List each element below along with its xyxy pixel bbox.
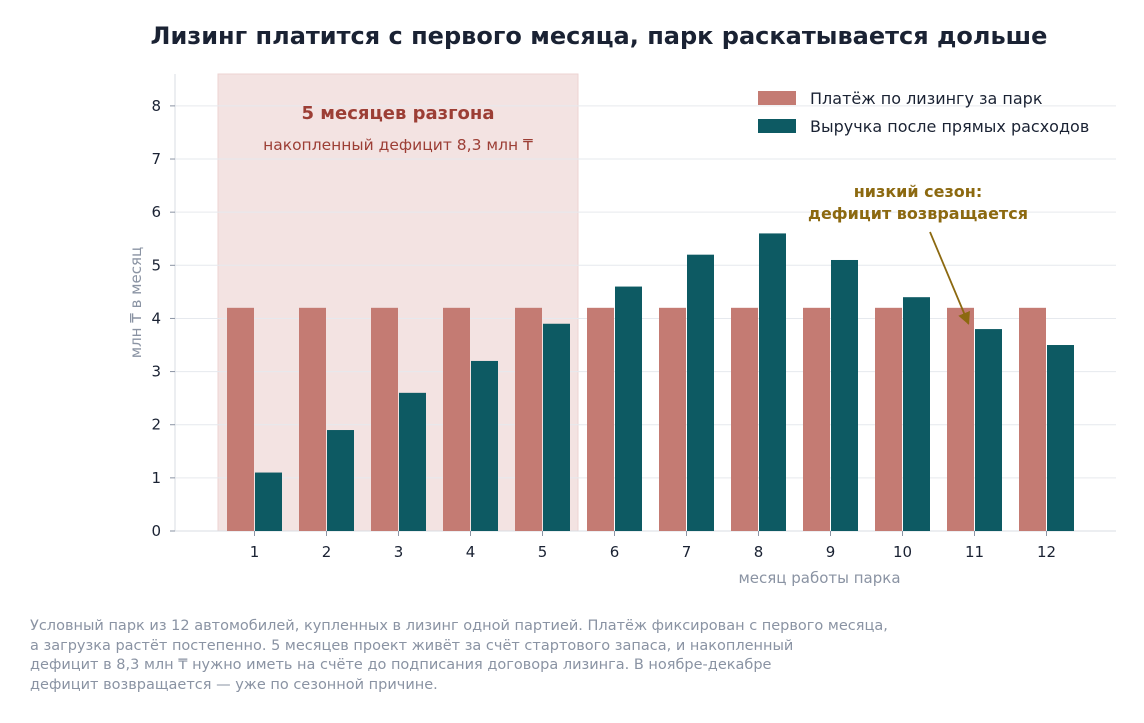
y-tick-label: 6	[151, 203, 161, 221]
annotation-line-2: дефицит возвращается	[808, 204, 1028, 223]
y-tick-label: 1	[151, 469, 161, 487]
bar-lease-payment	[803, 307, 830, 531]
footnote: Условный парк из 12 автомобилей, купленн…	[30, 617, 930, 695]
footnote-line: дефицит в 8,3 млн ₸ нужно иметь на счёте…	[30, 657, 772, 673]
chart-title: Лизинг платится с первого месяца, парк р…	[150, 22, 1048, 50]
bar-lease-payment	[875, 307, 902, 531]
x-tick-label: 2	[322, 543, 332, 561]
x-tick-label: 6	[610, 543, 620, 561]
bar-revenue	[399, 392, 426, 531]
highlight-title: 5 месяцев разгона	[302, 103, 495, 124]
y-tick-label: 7	[151, 150, 161, 168]
bar-revenue	[975, 329, 1002, 531]
bar-lease-payment	[659, 307, 686, 531]
x-tick-label: 9	[826, 543, 836, 561]
bar-lease-payment	[1019, 307, 1046, 531]
bar-lease-payment	[443, 307, 470, 531]
bar-revenue	[543, 323, 570, 531]
bar-lease-payment	[227, 307, 254, 531]
x-axis-title: месяц работы парка	[738, 569, 900, 587]
bar-lease-payment	[515, 307, 542, 531]
x-tick-label: 5	[538, 543, 548, 561]
annotation-arrow	[929, 231, 970, 325]
footnote-line: Условный парк из 12 автомобилей, купленн…	[30, 618, 888, 634]
x-tick-label: 1	[250, 543, 260, 561]
x-tick-label: 4	[466, 543, 476, 561]
x-tick-label: 11	[965, 543, 984, 561]
y-tick-label: 2	[151, 416, 161, 434]
legend-swatch	[758, 119, 796, 133]
y-tick-label: 4	[151, 309, 161, 327]
bar-revenue	[1047, 345, 1074, 531]
y-tick-label: 3	[151, 363, 161, 381]
bar-lease-payment	[299, 307, 326, 531]
footnote-line: а загрузка растёт постепенно. 5 месяцев …	[30, 637, 794, 654]
bar-revenue	[471, 360, 498, 531]
bar-lease-payment	[371, 307, 398, 531]
legend-label: Выручка после прямых расходов	[810, 117, 1089, 136]
bar-lease-payment	[587, 307, 614, 531]
bar-revenue	[687, 254, 714, 531]
bar-revenue	[759, 233, 786, 531]
bar-revenue	[615, 286, 642, 531]
x-tick-label: 8	[754, 543, 764, 561]
footnote-line: дефицит возвращается — уже по сезонной п…	[30, 676, 438, 693]
bar-revenue	[903, 297, 930, 531]
highlight-subtitle: накопленный дефицит 8,3 млн ₸	[263, 136, 533, 154]
y-tick-label: 5	[151, 256, 161, 274]
bar-lease-payment	[947, 307, 974, 531]
x-tick-label: 12	[1037, 543, 1056, 561]
bar-revenue	[255, 472, 282, 531]
bar-revenue	[327, 430, 354, 531]
x-tick-label: 3	[394, 543, 404, 561]
bar-revenue	[831, 259, 858, 531]
x-tick-label: 7	[682, 543, 692, 561]
y-axis-title: млн ₸ в месяц	[127, 247, 145, 358]
bar-lease-payment	[731, 307, 758, 531]
y-tick-label: 8	[151, 97, 161, 115]
x-tick-label: 10	[893, 543, 912, 561]
legend-label: Платёж по лизингу за парк	[810, 89, 1043, 108]
y-tick-label: 0	[151, 522, 161, 540]
legend-swatch	[758, 91, 796, 105]
annotation-line-1: низкий сезон:	[854, 182, 983, 201]
